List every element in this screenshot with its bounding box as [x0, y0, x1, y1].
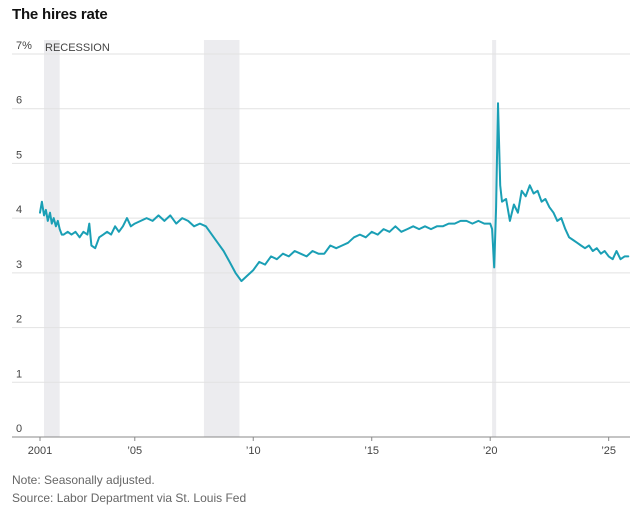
x-tick-labels: 2001 ’05 ’10 ’15 ’20 ’25: [28, 437, 616, 457]
y-tick-label-4: 4: [16, 204, 22, 216]
recession-band-2: [203, 40, 240, 437]
x-tick-label-2001: 2001: [28, 445, 52, 457]
x-tick-label-2015: ’15: [364, 445, 379, 457]
y-tick-label-0: 0: [16, 423, 22, 435]
series-layer: [39, 102, 630, 283]
y-tick-label-6: 6: [16, 95, 22, 107]
recession-bands: [44, 40, 497, 437]
recession-band-3: [492, 40, 497, 437]
x-tick-label-2020: ’20: [483, 445, 498, 457]
y-tick-label-7: 7%: [16, 40, 32, 52]
x-tick-label-2025: ’25: [601, 445, 616, 457]
footnote-source: Source: Labor Department via St. Louis F…: [12, 491, 247, 505]
y-tick-label-5: 5: [16, 149, 22, 161]
series-line-1: [39, 102, 630, 283]
footnote-note: Note: Seasonally adjusted.: [12, 473, 155, 487]
y-tick-label-1: 1: [16, 368, 22, 380]
y-gridlines: [12, 53, 630, 438]
recession-band-1: [44, 40, 60, 437]
chart-title: The hires rate: [12, 6, 108, 23]
y-tick-label-3: 3: [16, 259, 22, 271]
recession-label: RECESSION: [45, 42, 110, 54]
y-tick-labels: 0 1 2 3 4 5 6 7%: [16, 40, 32, 435]
x-tick-label-2010: ’10: [246, 445, 261, 457]
x-tick-label-2005: ’05: [127, 445, 142, 457]
y-tick-label-2: 2: [16, 314, 22, 326]
